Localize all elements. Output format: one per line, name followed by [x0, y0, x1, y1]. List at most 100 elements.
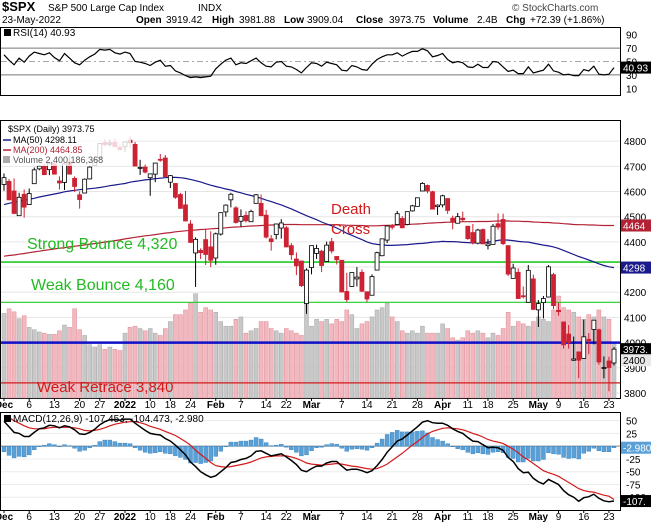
volume-bar [127, 327, 133, 399]
x-tick-label: 14 [261, 400, 273, 411]
rsi-tick-label: 10 [626, 84, 638, 95]
candle-body [505, 245, 511, 275]
volume-bar [107, 346, 113, 399]
macd-histogram-bar [531, 445, 536, 462]
macd-histogram-bar [223, 445, 229, 447]
candle-body [470, 232, 476, 244]
x-tick-label-bottom: 14 [261, 512, 273, 523]
macd-histogram-bar [576, 445, 581, 460]
candle-body [233, 207, 239, 223]
x-tick-label-bottom: 27 [94, 512, 106, 523]
cross-annotation: Cross [331, 221, 370, 238]
rsi-tick-label: 30 [626, 71, 638, 82]
x-tick-label: 21 [387, 400, 399, 411]
macd-badge-label: -107. [623, 497, 646, 508]
candle-body [6, 181, 12, 201]
candle-body [193, 238, 198, 254]
macd-histogram-bar [238, 440, 244, 447]
price-legend-bg [3, 124, 131, 166]
candle-body [530, 278, 536, 310]
macd-histogram-bar [153, 445, 158, 454]
x-tick-label-bottom: 28 [412, 512, 424, 523]
volume-bar [284, 328, 289, 399]
x-tick-label: 18 [165, 400, 177, 411]
candle-body [258, 202, 264, 217]
candle-body [324, 244, 330, 262]
candle-body [591, 319, 597, 330]
candle-body [420, 183, 425, 192]
candle-body [541, 298, 546, 303]
volume-bar [173, 314, 178, 399]
candle-body [364, 291, 370, 300]
macd-histogram-bar [284, 445, 289, 448]
macd-histogram-bar [253, 437, 259, 447]
candle-body [87, 166, 93, 180]
candle-body [162, 157, 168, 178]
volume-bar [203, 307, 208, 399]
volume-bar [465, 330, 471, 399]
ma50-line [3, 176, 615, 269]
candle-body [299, 260, 304, 287]
candle-body [253, 194, 259, 204]
macd-histogram-bar [42, 444, 47, 447]
ma200-line [3, 220, 614, 257]
rsi-oversold-fill [578, 74, 584, 76]
candle-body [445, 198, 451, 211]
x-tick-label: 20 [74, 400, 86, 411]
candle-body [21, 193, 27, 208]
macd-histogram-bar [546, 445, 551, 454]
x-tick-label: 10 [145, 400, 157, 411]
price-tick-label: 4200 [624, 288, 647, 299]
macd-histogram-bar [32, 445, 37, 450]
ma200-legend: MA(200) 4464.85 [13, 145, 83, 155]
macd-histogram-bar [571, 445, 576, 459]
x-tick-label-bottom: 14 [361, 512, 373, 523]
volume-bar [47, 334, 52, 399]
volume-bar [258, 321, 264, 399]
close-label: Close [356, 15, 384, 26]
x-tick-label-bottom: 6 [26, 512, 32, 523]
candle-body [304, 269, 309, 304]
macd-histogram-bar [294, 445, 299, 453]
volume-bar [152, 332, 158, 399]
candle-body [248, 211, 254, 223]
candle-body [374, 252, 380, 271]
price-tick-label: 4700 [624, 162, 647, 173]
candle-body [485, 243, 491, 247]
volume-bar [92, 346, 97, 399]
candle-body [72, 178, 77, 187]
x-tick-label-bottom: 11 [463, 512, 474, 523]
volume-bar [546, 321, 551, 399]
macd-histogram-bar [122, 442, 128, 447]
volume-bar [384, 302, 390, 399]
price-legend: $SPX (Daily) 3973.75 MA(50) 4298.11 MA(2… [3, 124, 131, 166]
volume-legend-swatch [3, 156, 10, 163]
volume-bar [394, 321, 400, 399]
macd-histogram-bar [510, 445, 516, 459]
volume-bar [430, 332, 435, 399]
macd-histogram-bar [435, 439, 440, 447]
volume-bar [531, 321, 536, 399]
volume-bar [213, 312, 218, 399]
volume-bar [460, 337, 466, 399]
macd-histogram-bar [344, 445, 350, 452]
x-tick-label-bottom: 10 [145, 512, 157, 523]
candle-body [228, 193, 234, 201]
candle-body [465, 225, 471, 239]
macd-histogram-bar [591, 445, 597, 449]
open-label: Open [136, 15, 162, 26]
annotations: Death Cross Strong Bounce 4,320 Weak Bou… [27, 201, 371, 396]
volume-bar [485, 337, 491, 399]
x-tick-label-bottom: 9 [556, 512, 562, 523]
x-tick-label: Feb [207, 400, 225, 411]
price-tick-label: 4400 [624, 238, 647, 249]
candle-body [268, 238, 274, 243]
volume-bar [344, 309, 350, 399]
death-annotation: Death [331, 201, 371, 218]
macd-histogram-bar [324, 444, 329, 447]
volume-bar [369, 316, 375, 399]
volume-bar [339, 321, 345, 399]
volume-bar [445, 328, 450, 399]
price-tick-label: 4500 [624, 213, 647, 224]
volume-bar [263, 321, 269, 399]
